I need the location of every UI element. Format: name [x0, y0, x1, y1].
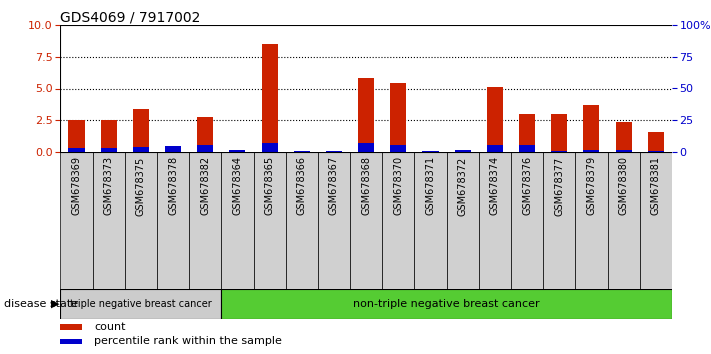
Text: GSM678370: GSM678370 [393, 156, 403, 216]
Bar [286, 152, 318, 290]
Bar [415, 152, 447, 290]
Bar [68, 148, 85, 152]
Bar [101, 148, 117, 152]
Text: GSM678382: GSM678382 [201, 156, 210, 216]
Bar [422, 151, 439, 152]
Bar [358, 78, 374, 152]
Text: GSM678376: GSM678376 [522, 156, 532, 216]
Bar [92, 152, 125, 290]
Text: GSM678380: GSM678380 [619, 156, 629, 215]
Text: GSM678373: GSM678373 [104, 156, 114, 216]
Bar [60, 338, 82, 344]
Bar [616, 122, 631, 152]
Bar [262, 143, 278, 152]
Bar [165, 146, 181, 152]
Bar [390, 144, 407, 152]
Bar [326, 151, 342, 152]
Bar [519, 114, 535, 152]
Text: GSM678379: GSM678379 [587, 156, 597, 216]
Text: GSM678371: GSM678371 [425, 156, 436, 216]
Text: GSM678372: GSM678372 [458, 156, 468, 216]
Text: GSM678381: GSM678381 [651, 156, 661, 215]
Bar [454, 150, 471, 152]
Bar [487, 87, 503, 152]
Text: GSM678365: GSM678365 [264, 156, 274, 216]
Bar [575, 152, 607, 290]
Text: GSM678364: GSM678364 [232, 156, 242, 215]
Bar [294, 151, 310, 152]
Bar [197, 116, 213, 152]
Bar [640, 152, 672, 290]
Bar [447, 152, 479, 290]
Bar [221, 289, 672, 319]
Bar [584, 105, 599, 152]
Bar [326, 151, 342, 152]
Bar [230, 150, 245, 152]
Bar [221, 152, 254, 290]
Text: GSM678367: GSM678367 [329, 156, 339, 216]
Text: GSM678366: GSM678366 [296, 156, 307, 215]
Bar [383, 152, 415, 290]
Bar [189, 152, 221, 290]
Bar [133, 147, 149, 152]
Text: non-triple negative breast cancer: non-triple negative breast cancer [353, 298, 540, 309]
Bar [358, 143, 374, 152]
Bar [607, 152, 640, 290]
Bar [390, 84, 407, 152]
Bar [584, 150, 599, 152]
Bar [230, 150, 245, 152]
Bar [487, 144, 503, 152]
Bar [68, 120, 85, 152]
Bar [318, 152, 350, 290]
Bar [648, 151, 664, 152]
Bar [125, 152, 157, 290]
Bar [551, 151, 567, 152]
Text: GSM678369: GSM678369 [72, 156, 82, 215]
Bar [648, 132, 664, 152]
Text: count: count [94, 322, 126, 332]
Bar [60, 289, 221, 319]
Text: GSM678378: GSM678378 [168, 156, 178, 216]
Text: disease state: disease state [4, 298, 77, 309]
Bar [422, 151, 439, 152]
Bar [511, 152, 543, 290]
Bar [254, 152, 286, 290]
Bar [519, 144, 535, 152]
Bar [101, 120, 117, 152]
Bar [543, 152, 575, 290]
Bar [616, 150, 631, 152]
Text: GSM678375: GSM678375 [136, 156, 146, 216]
Bar [454, 150, 471, 152]
Bar [350, 152, 383, 290]
Text: percentile rank within the sample: percentile rank within the sample [94, 336, 282, 346]
Text: GDS4069 / 7917002: GDS4069 / 7917002 [60, 11, 201, 25]
Bar [479, 152, 511, 290]
Bar [197, 144, 213, 152]
Bar [133, 109, 149, 152]
Text: GSM678368: GSM678368 [361, 156, 371, 215]
Text: ▶: ▶ [51, 298, 60, 309]
Text: GSM678374: GSM678374 [490, 156, 500, 216]
Bar [60, 152, 92, 290]
Text: triple negative breast cancer: triple negative breast cancer [70, 298, 212, 309]
Bar [551, 114, 567, 152]
Bar [60, 324, 82, 330]
Bar [157, 152, 189, 290]
Bar [262, 44, 278, 152]
Text: GSM678377: GSM678377 [555, 156, 565, 216]
